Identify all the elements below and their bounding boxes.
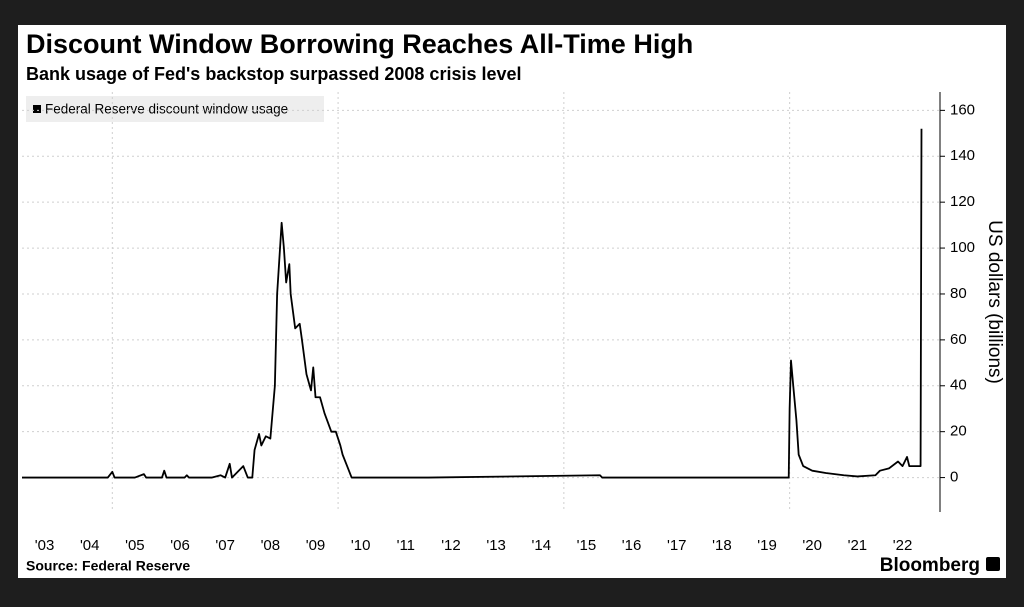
x-tick-label: '07 — [215, 537, 235, 554]
x-tick-label: '15 — [577, 537, 597, 554]
x-tick-label: '03 — [35, 537, 55, 554]
source: Source: Federal Reserve — [26, 558, 190, 574]
x-tick-label: '17 — [667, 537, 687, 554]
line — [22, 128, 923, 479]
y-tick-label: 140 — [950, 147, 975, 164]
chart-subtitle: Bank usage of Fed's backstop surpassed 2… — [26, 64, 522, 84]
y-tick-label: 40 — [950, 377, 967, 394]
y-tick-label: 0 — [950, 469, 958, 486]
x-tick-label: '12 — [441, 537, 461, 554]
x-tick-label: '19 — [757, 537, 777, 554]
x-tick-label: '09 — [306, 537, 326, 554]
y-tick-label: 120 — [950, 193, 975, 210]
x-tick-label: '04 — [80, 537, 100, 554]
x-tick-label: '14 — [532, 537, 552, 554]
brand: Bloomberg — [880, 555, 980, 576]
y-tick-label: 80 — [950, 285, 967, 302]
y-tick-label: 160 — [950, 101, 975, 118]
chart-title: Discount Window Borrowing Reaches All-Ti… — [26, 29, 693, 59]
x-tick-label: '08 — [261, 537, 281, 554]
x-tick-label: '18 — [712, 537, 732, 554]
x-tick-label: '22 — [893, 537, 913, 554]
x-tick-label: '05 — [125, 537, 145, 554]
x-tick-label: '06 — [170, 537, 190, 554]
y-tick-label: 100 — [950, 239, 975, 256]
x-tick-label: '21 — [848, 537, 868, 554]
legend-box — [26, 96, 324, 122]
legend-label: Federal Reserve discount window usage — [45, 102, 288, 117]
x-tick-label: '16 — [622, 537, 642, 554]
y-axis-label: US dollars (billions) — [984, 220, 1005, 384]
y-tick-label: 60 — [950, 331, 967, 348]
x-tick-label: '10 — [351, 537, 371, 554]
y-tick-label: 20 — [950, 423, 967, 440]
x-tick-label: '11 — [397, 537, 415, 554]
brand-icon — [986, 557, 1000, 571]
x-tick-label: '13 — [486, 537, 506, 554]
legend-swatch — [33, 105, 41, 113]
x-tick-label: '20 — [802, 537, 822, 554]
